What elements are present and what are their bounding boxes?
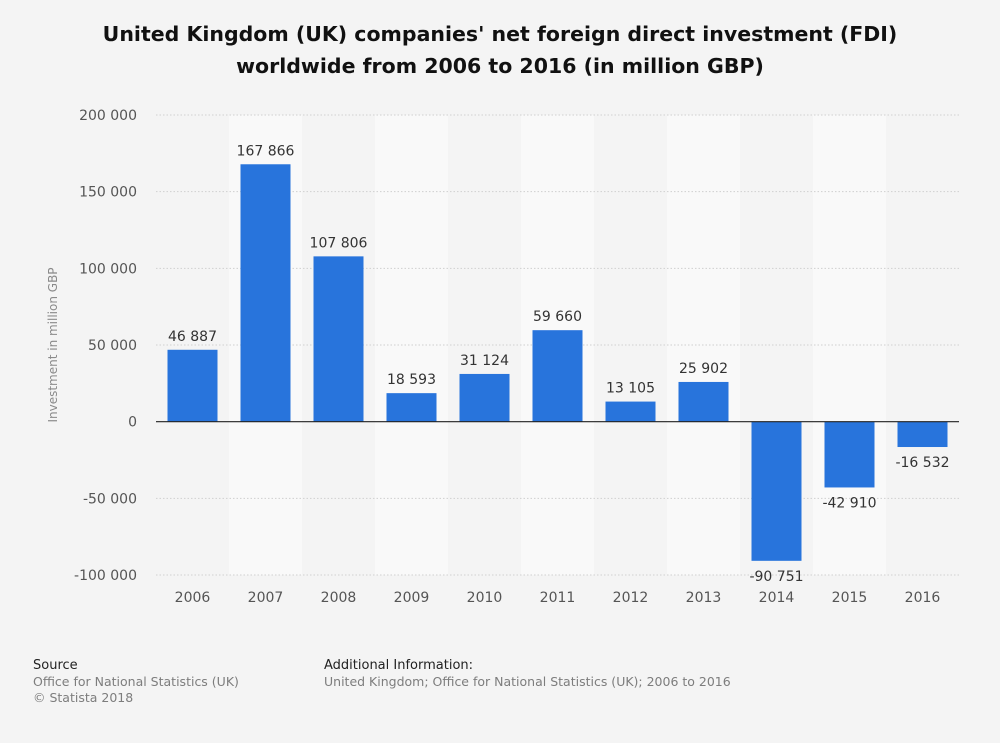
- additional-info-line-1: United Kingdom; Office for National Stat…: [324, 674, 731, 689]
- bar-2014: [751, 421, 802, 561]
- y-tick-label: 0: [128, 415, 137, 431]
- value-label: 59 660: [533, 309, 582, 325]
- x-tick-label: 2010: [467, 590, 503, 606]
- x-tick-label: 2008: [321, 590, 357, 606]
- source-block: Source Office for National Statistics (U…: [33, 658, 239, 706]
- bar-2009: [386, 393, 437, 422]
- y-axis-label: Investment in million GBP: [46, 267, 60, 422]
- value-label: 107 806: [310, 235, 368, 251]
- source-line-2: © Statista 2018: [33, 690, 134, 705]
- y-tick-label: 150 000: [79, 185, 137, 201]
- bar-2010: [459, 373, 510, 422]
- bars: [167, 164, 948, 561]
- additional-info-heading: Additional Information:: [324, 658, 474, 673]
- bar-2015: [824, 421, 875, 488]
- value-label: 46 887: [168, 329, 217, 345]
- bar-2006: [167, 349, 218, 422]
- value-label: 25 902: [679, 361, 728, 377]
- x-tick-label: 2016: [905, 590, 941, 606]
- x-tick-label: 2015: [832, 590, 868, 606]
- column-band-2012: [594, 115, 667, 575]
- chart-title-line-2: worldwide from 2006 to 2016 (in million …: [236, 54, 764, 78]
- bar-2011: [532, 330, 583, 422]
- additional-info-block: Additional Information: United Kingdom; …: [324, 658, 731, 690]
- value-label: 18 593: [387, 372, 436, 388]
- bar-2013: [678, 381, 729, 422]
- x-tick-label: 2009: [394, 590, 430, 606]
- y-tick-label: 200 000: [79, 108, 137, 124]
- x-tick-label: 2014: [759, 590, 795, 606]
- source-heading: Source: [33, 658, 78, 673]
- y-axis-ticks: 200 000 150 000 100 000 50 000 0 -50 000 -100 …: [74, 108, 137, 584]
- y-tick-label: 50 000: [88, 338, 137, 354]
- bar-2012: [605, 401, 656, 422]
- value-labels: 46 887 167 866 107 806 18 593 31 124 59 660 13…: [168, 143, 950, 585]
- value-label: -42 910: [822, 495, 876, 511]
- y-tick-label: 100 000: [79, 261, 137, 277]
- value-label: -16 532: [895, 455, 949, 471]
- value-label: 13 105: [606, 381, 655, 397]
- chart-title: United Kingdom (UK) companies' net forei…: [0, 18, 1000, 82]
- y-tick-label: -100 000: [74, 568, 137, 584]
- column-band-2010: [448, 115, 521, 575]
- y-tick-label: -50 000: [83, 491, 137, 507]
- x-tick-label: 2006: [175, 590, 211, 606]
- x-tick-label: 2007: [248, 590, 284, 606]
- bar-2008: [313, 256, 364, 422]
- value-label: 167 866: [237, 143, 295, 159]
- x-tick-label: 2012: [613, 590, 649, 606]
- bar-2007: [240, 164, 291, 422]
- source-line-1: Office for National Statistics (UK): [33, 674, 239, 689]
- bar-2016: [897, 421, 948, 448]
- chart-title-line-1: United Kingdom (UK) companies' net forei…: [102, 22, 898, 46]
- x-tick-label: 2013: [686, 590, 722, 606]
- x-tick-label: 2011: [540, 590, 576, 606]
- value-label: 31 124: [460, 353, 509, 369]
- x-axis-ticks: 2006 2007 2008 2009 2010 2011 2012 2013 2014 2015…: [175, 590, 941, 606]
- value-label: -90 751: [749, 569, 803, 585]
